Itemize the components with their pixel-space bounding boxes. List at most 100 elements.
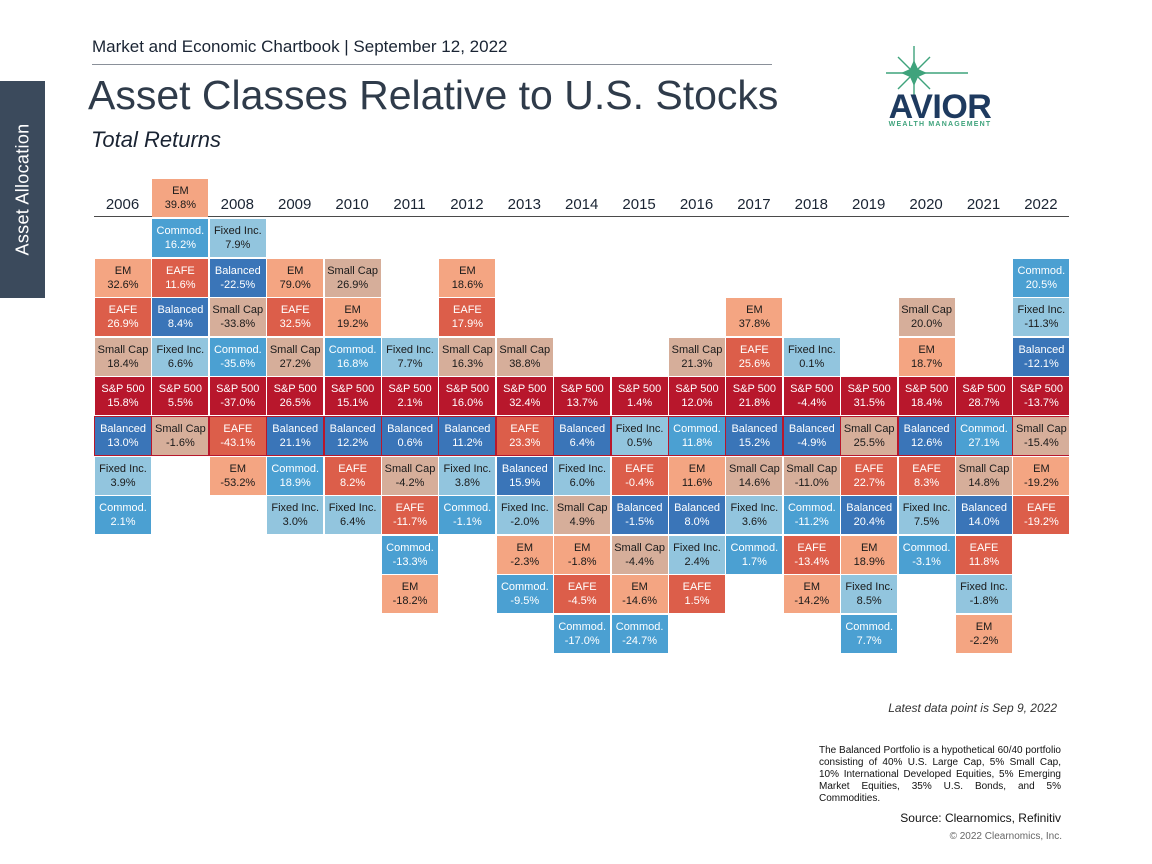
return-value: -9.5%: [510, 595, 540, 608]
return-value: 2.1%: [397, 397, 423, 410]
return-value: 19.2%: [336, 318, 369, 331]
return-cell-2011-balanced: Balanced 0.6%: [382, 417, 438, 455]
asset-name: Small Cap: [269, 343, 321, 356]
return-value: -4.4%: [625, 555, 654, 568]
asset-name: EAFE: [854, 462, 884, 475]
return-cell-2010-fixed-inc: Fixed Inc. 6.4%: [324, 496, 381, 535]
return-value: 6.4%: [569, 437, 595, 449]
asset-name: S&P 500: [904, 383, 949, 396]
return-cell-2021-small-cap: Small Cap 14.8%: [956, 456, 1012, 495]
return-cell-2020-small-cap: Small Cap 20.0%: [898, 298, 955, 337]
return-value: 18.6%: [451, 278, 483, 291]
asset-name: EAFE: [969, 541, 999, 554]
return-cell-2015-commod: Commod. -24.7%: [611, 615, 668, 653]
asset-name: EM: [918, 343, 935, 356]
return-cell-2015-em: EM -14.6%: [611, 575, 668, 614]
return-cell-2017-s-p-500: S&P 500 21.8%: [726, 377, 783, 416]
year-label-2022: 2022: [1024, 196, 1058, 213]
asset-name: S&P 500: [158, 383, 202, 396]
return-value: 26.9%: [336, 278, 369, 291]
return-cell-2010-em: EM 19.2%: [324, 298, 381, 337]
return-cell-2021-balanced: Balanced 14.0%: [956, 496, 1012, 535]
return-cell-2012-balanced: Balanced 11.2%: [439, 417, 496, 455]
asset-name: Small Cap: [901, 304, 952, 317]
asset-name: Commod.: [328, 343, 377, 356]
return-cell-2014-em: EM -1.8%: [554, 535, 611, 574]
asset-name: Fixed Inc.: [730, 502, 779, 515]
return-cell-2016-em: EM 11.6%: [669, 456, 725, 495]
asset-name: EM: [573, 541, 591, 554]
return-value: 22.7%: [853, 476, 885, 489]
return-value: 3.6%: [741, 516, 767, 529]
return-value: -15.4%: [1023, 437, 1059, 449]
return-cell-2009-small-cap: Small Cap 27.2%: [267, 337, 324, 376]
return-value: 14.8%: [968, 476, 1000, 489]
asset-name: EM: [172, 185, 189, 198]
return-cell-2017-balanced: Balanced 15.2%: [726, 417, 783, 455]
return-value: 3.8%: [454, 476, 480, 489]
return-value: -13.7%: [1023, 397, 1059, 410]
return-cell-2016-eafe: EAFE 1.5%: [669, 575, 725, 614]
return-value: -18.2%: [392, 595, 428, 608]
return-value: 0.5%: [627, 437, 653, 449]
chartbook-header: Market and Economic Chartbook | Septembe…: [92, 37, 508, 56]
source-note: Source: Clearnomics, Refinitiv: [900, 811, 1061, 825]
return-cell-2015-s-p-500: S&P 500 1.4%: [611, 377, 668, 416]
return-cell-2017-commod: Commod. 1.7%: [726, 535, 783, 574]
year-label-2012: 2012: [450, 196, 484, 213]
return-cell-2022-eafe: EAFE -19.2%: [1013, 496, 1070, 535]
asset-name: Small Cap: [786, 462, 838, 475]
return-cell-2020-balanced: Balanced 12.6%: [898, 417, 955, 455]
return-cell-2008-em: EM -53.2%: [209, 456, 266, 495]
asset-name: Balanced: [272, 423, 319, 435]
return-value: 15.2%: [738, 437, 770, 449]
page-title: Asset Classes Relative to U.S. Stocks: [88, 72, 779, 118]
return-cell-2010-commod: Commod. 16.8%: [324, 337, 381, 376]
return-value: 2.4%: [684, 555, 710, 568]
year-label-2010: 2010: [335, 196, 369, 213]
asset-name: Balanced: [559, 423, 606, 435]
asset-name: EM: [114, 264, 132, 277]
asset-name: S&P 500: [445, 383, 489, 396]
return-cell-2019-em: EM 18.9%: [841, 535, 898, 574]
return-value: 25.6%: [738, 357, 770, 370]
return-cell-2021-eafe: EAFE 11.8%: [956, 535, 1012, 574]
return-value: 12.0%: [681, 397, 713, 410]
return-cell-2016-fixed-inc: Fixed Inc. 2.4%: [669, 535, 725, 574]
return-value: 18.7%: [910, 357, 943, 370]
asset-name: Small Cap: [442, 343, 493, 356]
year-label-2008: 2008: [220, 196, 254, 213]
asset-name: S&P 500: [503, 383, 547, 396]
return-value: -1.5%: [625, 516, 654, 529]
return-cell-2019-eafe: EAFE 22.7%: [841, 456, 898, 495]
return-value: 18.9%: [853, 555, 885, 568]
return-cell-2022-small-cap: Small Cap -15.4%: [1013, 417, 1070, 455]
return-cell-2010-balanced: Balanced 12.2%: [324, 417, 381, 455]
return-value: -2.3%: [510, 555, 540, 568]
return-cell-2022-balanced: Balanced -12.1%: [1013, 337, 1070, 376]
return-value: -35.6%: [220, 357, 256, 370]
return-value: 8.4%: [167, 318, 193, 331]
year-label-2021: 2021: [966, 196, 1001, 213]
asset-name: Commod.: [271, 462, 320, 475]
year-label-2014: 2014: [565, 196, 599, 213]
return-value: 18.9%: [279, 476, 311, 489]
return-value: 7.5%: [914, 516, 940, 529]
return-cell-2019-fixed-inc: Fixed Inc. 8.5%: [841, 575, 898, 614]
return-cell-2021-fixed-inc: Fixed Inc. -1.8%: [956, 575, 1012, 614]
return-value: 13.7%: [566, 397, 598, 410]
return-value: 15.8%: [107, 397, 139, 410]
return-value: 15.1%: [336, 397, 369, 410]
asset-name: EAFE: [108, 304, 138, 317]
return-cell-2020-commod: Commod. -3.1%: [898, 535, 955, 574]
return-value: 1.5%: [684, 595, 710, 608]
asset-name: Fixed Inc.: [960, 581, 1008, 594]
return-cell-2013-fixed-inc: Fixed Inc. -2.0%: [496, 496, 553, 535]
return-value: 3.9%: [110, 476, 136, 489]
return-value: 7.7%: [856, 635, 882, 647]
return-value: -13.4%: [794, 555, 830, 568]
return-cell-2016-balanced: Balanced 8.0%: [669, 496, 725, 535]
return-value: -53.2%: [220, 476, 256, 489]
return-cell-2018-balanced: Balanced -4.9%: [783, 417, 840, 455]
return-cell-2006-small-cap: Small Cap 18.4%: [95, 337, 151, 376]
